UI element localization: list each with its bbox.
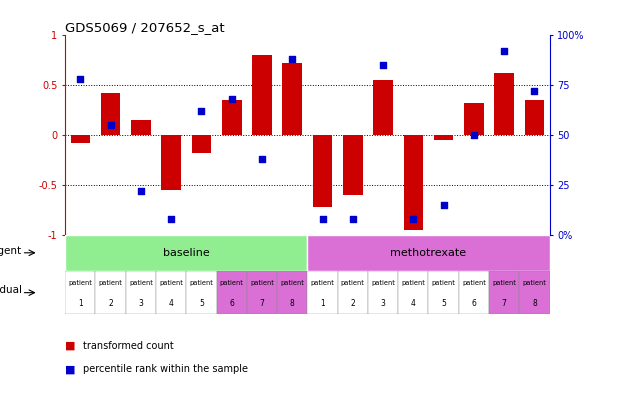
Text: patient: patient xyxy=(99,280,122,286)
Point xyxy=(288,56,297,62)
Bar xyxy=(404,135,423,230)
Text: ■: ■ xyxy=(65,364,76,375)
Text: 6: 6 xyxy=(229,299,234,308)
Text: 2: 2 xyxy=(350,299,355,308)
Text: patient: patient xyxy=(220,280,243,286)
Point xyxy=(166,216,176,222)
Bar xyxy=(338,271,368,314)
Bar xyxy=(525,100,544,135)
Point xyxy=(75,76,85,83)
Text: 8: 8 xyxy=(290,299,294,308)
Bar xyxy=(494,73,514,135)
Text: 1: 1 xyxy=(320,299,325,308)
Bar xyxy=(65,271,96,314)
Text: 4: 4 xyxy=(169,299,174,308)
Text: agent: agent xyxy=(0,246,22,256)
Bar xyxy=(247,271,277,314)
Text: patient: patient xyxy=(129,280,153,286)
Bar xyxy=(283,63,302,135)
Bar xyxy=(368,271,398,314)
Point xyxy=(530,88,540,94)
Text: ■: ■ xyxy=(65,341,76,351)
Text: 7: 7 xyxy=(502,299,507,308)
Text: patient: patient xyxy=(432,280,456,286)
Point xyxy=(317,216,327,222)
Bar xyxy=(464,103,484,135)
Point xyxy=(499,48,509,55)
Text: patient: patient xyxy=(371,280,395,286)
Bar xyxy=(156,271,186,314)
Point xyxy=(438,202,448,208)
Bar xyxy=(131,120,151,135)
Text: 5: 5 xyxy=(199,299,204,308)
Text: individual: individual xyxy=(0,285,22,296)
Bar xyxy=(428,271,459,314)
Bar xyxy=(489,271,519,314)
Bar xyxy=(186,271,217,314)
Text: patient: patient xyxy=(341,280,365,286)
Text: 3: 3 xyxy=(381,299,386,308)
Point xyxy=(136,188,146,194)
Point xyxy=(469,132,479,138)
Point xyxy=(106,122,116,128)
Text: 6: 6 xyxy=(471,299,476,308)
Bar xyxy=(398,271,428,314)
Point xyxy=(378,62,388,68)
Point xyxy=(257,156,267,162)
Bar xyxy=(217,271,247,314)
Text: 7: 7 xyxy=(260,299,265,308)
Bar xyxy=(161,135,181,190)
Bar xyxy=(222,100,242,135)
Text: patient: patient xyxy=(462,280,486,286)
Bar xyxy=(192,135,211,153)
Point xyxy=(196,108,206,114)
Text: patient: patient xyxy=(401,280,425,286)
Text: patient: patient xyxy=(68,280,93,286)
Text: patient: patient xyxy=(492,280,516,286)
Bar xyxy=(373,80,393,135)
Text: patient: patient xyxy=(159,280,183,286)
Text: patient: patient xyxy=(522,280,546,286)
Text: transformed count: transformed count xyxy=(83,341,173,351)
Text: GDS5069 / 207652_s_at: GDS5069 / 207652_s_at xyxy=(65,21,225,34)
Bar xyxy=(65,235,307,271)
Text: 4: 4 xyxy=(411,299,416,308)
Text: 2: 2 xyxy=(108,299,113,308)
Bar xyxy=(519,271,550,314)
Bar xyxy=(96,271,125,314)
Point xyxy=(409,216,419,222)
Text: 1: 1 xyxy=(78,299,83,308)
Text: 8: 8 xyxy=(532,299,537,308)
Text: patient: patient xyxy=(250,280,274,286)
Text: 5: 5 xyxy=(441,299,446,308)
Bar xyxy=(459,271,489,314)
Text: patient: patient xyxy=(280,280,304,286)
Bar xyxy=(307,235,550,271)
Point xyxy=(227,96,237,102)
Text: methotrexate: methotrexate xyxy=(391,248,466,258)
Point xyxy=(348,216,358,222)
Bar xyxy=(71,135,90,143)
Bar xyxy=(277,271,307,314)
Text: 3: 3 xyxy=(138,299,143,308)
Text: patient: patient xyxy=(189,280,214,286)
Text: percentile rank within the sample: percentile rank within the sample xyxy=(83,364,248,375)
Text: baseline: baseline xyxy=(163,248,210,258)
Bar xyxy=(343,135,363,195)
Bar xyxy=(313,135,332,207)
Bar xyxy=(125,271,156,314)
Bar xyxy=(252,55,272,135)
Bar xyxy=(307,271,338,314)
Text: patient: patient xyxy=(310,280,335,286)
Bar xyxy=(101,93,120,135)
Bar xyxy=(434,135,453,140)
